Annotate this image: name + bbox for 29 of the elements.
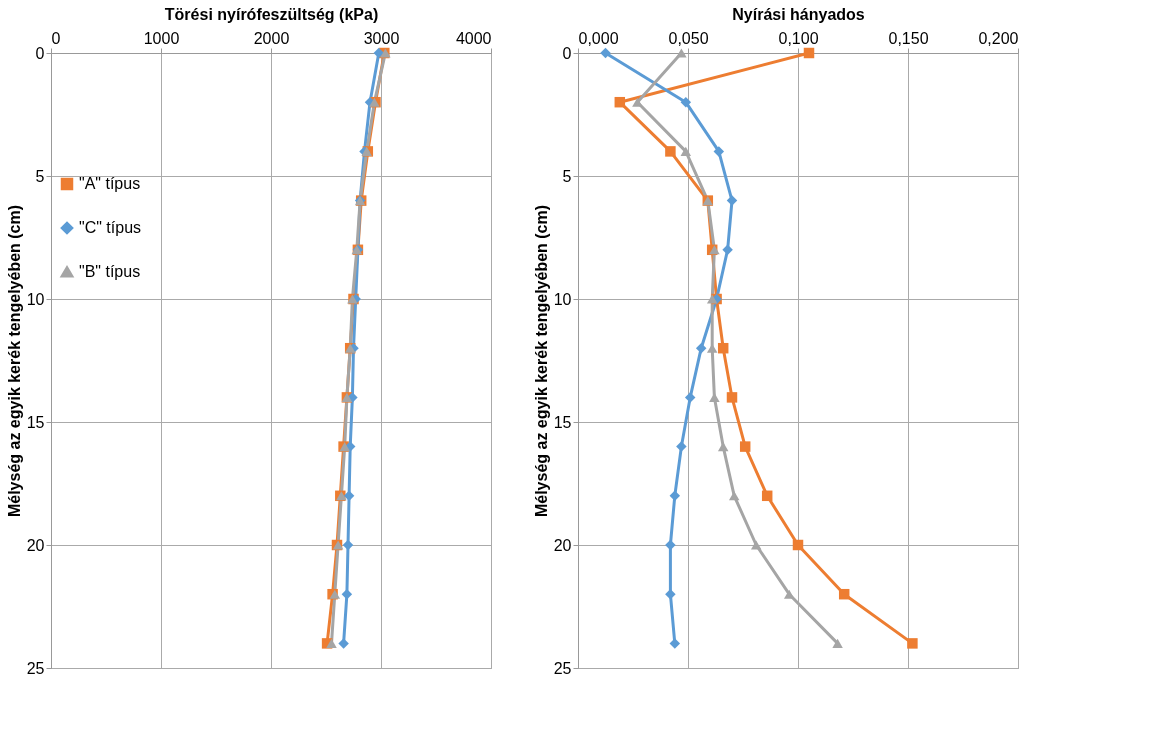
x-axis-title: Törési nyírófeszültség (kPa) [164,5,379,23]
y-tick-label: 25 [26,659,45,677]
y-tick-label: 15 [26,413,45,431]
y-tick-label: 10 [26,290,45,308]
y-tick-label: 10 [553,290,572,308]
y-tick-label: 5 [35,167,45,185]
y-axis-title: Mélység az egyik kerék tengelyében (cm) [532,204,550,518]
y-axis-title: Mélység az egyik kerék tengelyében (cm) [5,204,23,518]
y-tick-label: 0 [562,44,572,62]
x-tick-label: 3000 [363,29,400,47]
y-tick-label: 25 [553,659,572,677]
x-tick-label: 0,200 [978,29,1019,47]
x-tick-label: 0 [51,29,61,47]
x-tick-label: 0,100 [778,29,819,47]
y-tick-label: 0 [35,44,45,62]
x-axis-title: Nyírási hányados [732,5,865,23]
y-tick-label: 20 [26,536,45,554]
y-tick-label: 5 [562,167,572,185]
x-tick-label: 4000 [455,29,492,47]
x-tick-label: 0,150 [888,29,929,47]
y-tick-label: 20 [553,536,572,554]
x-tick-label: 0,050 [668,29,709,47]
x-tick-label: 2000 [253,29,290,47]
legend-label: "B" típus [79,263,141,280]
x-tick-label: 1000 [143,29,180,47]
y-tick-label: 15 [553,413,572,431]
legend-label: "C" típus [79,219,142,236]
legend-label: "A" típus [79,175,141,192]
x-tick-label: 0,000 [578,29,619,47]
